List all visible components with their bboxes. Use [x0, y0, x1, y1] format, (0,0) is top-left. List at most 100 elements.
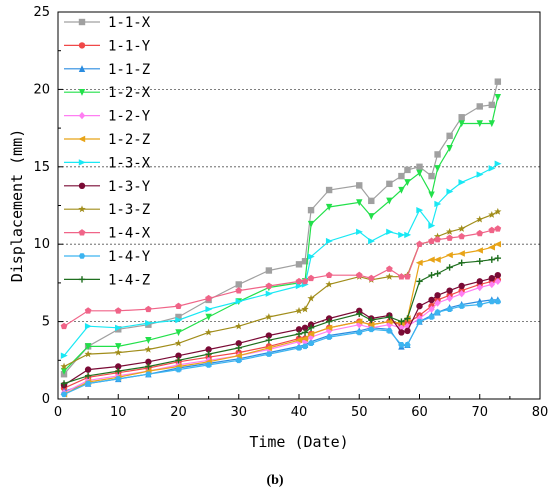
- data-point: [301, 343, 309, 350]
- data-point: [175, 329, 182, 337]
- legend-entry: 1-1-X: [64, 15, 151, 31]
- series-layer: [60, 78, 502, 398]
- data-point: [434, 292, 441, 299]
- data-point: [386, 313, 393, 321]
- data-point: [416, 302, 423, 310]
- data-point: [494, 225, 502, 232]
- legend-entry: 1-4-Z: [64, 272, 150, 288]
- legend-entry: 1-3-X: [64, 155, 151, 171]
- data-point: [476, 171, 484, 178]
- legend: 1-1-X 1-1-Y 1-1-Z 1-2-X 1-2-Y 1-2-Z 1-3-X 1-3-Y…: [64, 15, 151, 288]
- data-point: [494, 271, 502, 279]
- y-tick-label: 10: [33, 237, 50, 252]
- data-point: [404, 166, 411, 174]
- data-point: [457, 250, 465, 257]
- legend-entry: 1-2-X: [64, 85, 151, 101]
- legend-marker: [78, 205, 86, 213]
- legend-label: 1-4-Z: [108, 272, 150, 288]
- data-point: [476, 103, 483, 110]
- data-point: [235, 352, 242, 359]
- data-point: [416, 169, 423, 177]
- data-point: [476, 247, 483, 254]
- legend-label: 1-4-Y: [108, 249, 151, 265]
- data-point: [325, 271, 333, 279]
- data-point: [386, 180, 393, 188]
- data-point: [325, 203, 333, 211]
- data-point: [458, 120, 465, 128]
- data-point: [145, 371, 152, 378]
- legend-marker: [78, 18, 86, 26]
- legend-entry: 1-3-Y: [64, 179, 151, 195]
- series-1-4-X: [60, 225, 502, 330]
- data-point: [434, 270, 441, 277]
- data-point: [416, 163, 423, 170]
- data-point: [494, 160, 502, 167]
- data-point: [398, 172, 405, 180]
- data-point: [325, 186, 333, 194]
- data-point: [235, 287, 243, 294]
- x-axis-title: Time (Date): [249, 433, 348, 451]
- data-point: [84, 380, 92, 387]
- data-point: [325, 280, 333, 288]
- data-point: [84, 323, 92, 330]
- legend-marker: [78, 42, 86, 49]
- data-point: [398, 329, 405, 336]
- data-point: [325, 334, 333, 340]
- data-point: [145, 336, 152, 344]
- data-point: [114, 307, 122, 314]
- data-point: [145, 319, 153, 327]
- data-point: [301, 329, 309, 336]
- data-point: [494, 78, 502, 85]
- data-point: [386, 265, 393, 272]
- x-tick-label: 70: [471, 405, 488, 420]
- data-point: [175, 302, 182, 309]
- x-tick-label: 10: [110, 405, 127, 420]
- data-point: [488, 275, 495, 282]
- data-point: [428, 172, 435, 180]
- data-point: [458, 282, 465, 290]
- data-point: [325, 324, 333, 331]
- data-point: [356, 310, 363, 318]
- data-point: [434, 236, 441, 243]
- data-point: [434, 165, 441, 173]
- data-point: [114, 348, 122, 356]
- series-1-4-Y: [60, 298, 502, 398]
- data-point: [476, 120, 483, 128]
- data-point: [445, 251, 453, 259]
- data-point: [235, 322, 243, 330]
- data-point: [265, 267, 273, 274]
- data-point: [295, 326, 303, 333]
- y-tick-label: 15: [33, 160, 50, 175]
- legend-label: 1-2-X: [108, 85, 151, 101]
- data-point: [494, 93, 502, 101]
- data-point: [115, 367, 122, 375]
- y-axis-title: Displacement (mm): [8, 129, 26, 283]
- series-1-3-X: [60, 160, 502, 359]
- data-point: [368, 316, 375, 324]
- data-point: [307, 220, 315, 228]
- data-point: [60, 322, 68, 330]
- data-point: [446, 145, 453, 152]
- data-point: [488, 120, 495, 128]
- data-point: [445, 227, 454, 235]
- data-point: [386, 197, 393, 205]
- data-point: [433, 256, 441, 263]
- legend-label: 1-4-X: [108, 226, 151, 242]
- data-point: [488, 280, 495, 289]
- data-point: [265, 332, 273, 339]
- data-point: [307, 294, 315, 302]
- data-point: [446, 287, 453, 294]
- data-point: [84, 366, 92, 373]
- x-tick-label: 30: [230, 405, 247, 420]
- data-point: [265, 351, 273, 357]
- data-point: [404, 231, 412, 239]
- data-point: [145, 363, 152, 370]
- data-point: [428, 305, 435, 313]
- data-point: [386, 328, 393, 334]
- data-point: [476, 229, 484, 237]
- data-point: [367, 274, 375, 282]
- legend-entry: 1-2-Z: [64, 132, 150, 148]
- data-point: [265, 282, 273, 289]
- data-point: [356, 199, 363, 207]
